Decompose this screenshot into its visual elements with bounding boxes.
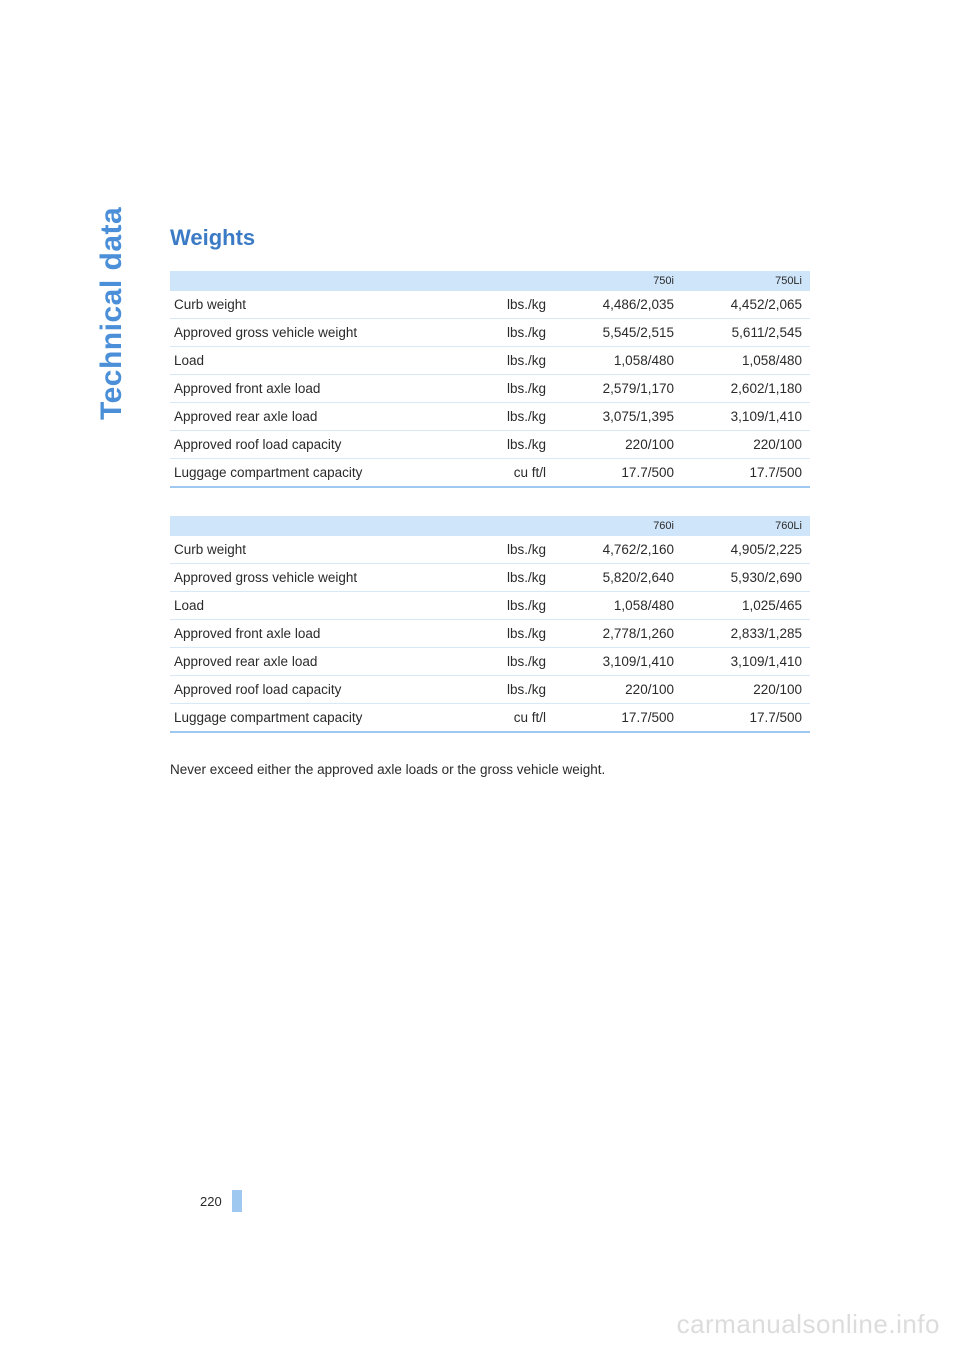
header-blank <box>170 516 471 536</box>
row-value: 3,109/1,410 <box>682 403 810 431</box>
page-marker-icon <box>232 1190 242 1212</box>
row-unit: lbs./kg <box>471 676 554 704</box>
section-title: Weights <box>170 225 810 251</box>
row-value: 220/100 <box>554 676 682 704</box>
main-content: Weights 750i 750Li Curb weightlbs./kg4,4… <box>170 225 810 779</box>
row-value: 17.7/500 <box>554 459 682 488</box>
table-row: Luggage compartment capacitycu ft/l17.7/… <box>170 704 810 733</box>
row-unit: lbs./kg <box>471 431 554 459</box>
row-value: 1,058/480 <box>682 347 810 375</box>
watermark: carmanualsonline.info <box>677 1309 940 1340</box>
row-unit: lbs./kg <box>471 536 554 564</box>
header-model: 750Li <box>682 271 810 291</box>
header-model: 760Li <box>682 516 810 536</box>
row-unit: lbs./kg <box>471 648 554 676</box>
row-label: Luggage compartment capacity <box>170 459 471 488</box>
row-value: 4,762/2,160 <box>554 536 682 564</box>
row-value: 2,833/1,285 <box>682 620 810 648</box>
row-value: 4,486/2,035 <box>554 291 682 319</box>
header-blank <box>471 516 554 536</box>
table-row: Approved roof load capacitylbs./kg220/10… <box>170 676 810 704</box>
table-row: Approved gross vehicle weightlbs./kg5,54… <box>170 319 810 347</box>
row-label: Approved gross vehicle weight <box>170 319 471 347</box>
row-unit: lbs./kg <box>471 291 554 319</box>
row-unit: cu ft/l <box>471 459 554 488</box>
row-value: 2,602/1,180 <box>682 375 810 403</box>
row-value: 1,058/480 <box>554 347 682 375</box>
row-unit: cu ft/l <box>471 704 554 733</box>
row-value: 1,058/480 <box>554 592 682 620</box>
row-label: Approved front axle load <box>170 620 471 648</box>
row-label: Approved gross vehicle weight <box>170 564 471 592</box>
page-number: 220 <box>200 1194 222 1209</box>
table-header-row: 760i 760Li <box>170 516 810 536</box>
table-body: Curb weightlbs./kg4,486/2,0354,452/2,065… <box>170 291 810 487</box>
header-model: 750i <box>554 271 682 291</box>
header-blank <box>471 271 554 291</box>
row-value: 5,820/2,640 <box>554 564 682 592</box>
page-number-block: 220 <box>200 1190 242 1212</box>
row-unit: lbs./kg <box>471 564 554 592</box>
table-row: Luggage compartment capacitycu ft/l17.7/… <box>170 459 810 488</box>
row-label: Approved rear axle load <box>170 403 471 431</box>
row-unit: lbs./kg <box>471 319 554 347</box>
table-row: Approved rear axle loadlbs./kg3,109/1,41… <box>170 648 810 676</box>
row-value: 2,579/1,170 <box>554 375 682 403</box>
row-label: Approved roof load capacity <box>170 676 471 704</box>
row-value: 3,075/1,395 <box>554 403 682 431</box>
row-value: 5,611/2,545 <box>682 319 810 347</box>
weights-table-750: 750i 750Li Curb weightlbs./kg4,486/2,035… <box>170 271 810 488</box>
row-label: Luggage compartment capacity <box>170 704 471 733</box>
row-value: 3,109/1,410 <box>682 648 810 676</box>
table-row: Approved rear axle loadlbs./kg3,075/1,39… <box>170 403 810 431</box>
row-value: 5,545/2,515 <box>554 319 682 347</box>
table-body: Curb weightlbs./kg4,762/2,1604,905/2,225… <box>170 536 810 732</box>
row-value: 1,025/465 <box>682 592 810 620</box>
row-unit: lbs./kg <box>471 347 554 375</box>
footnote: Never exceed either the approved axle lo… <box>170 761 810 779</box>
row-label: Load <box>170 592 471 620</box>
row-label: Curb weight <box>170 291 471 319</box>
row-value: 4,905/2,225 <box>682 536 810 564</box>
row-value: 17.7/500 <box>554 704 682 733</box>
table-row: Loadlbs./kg1,058/4801,058/480 <box>170 347 810 375</box>
row-value: 4,452/2,065 <box>682 291 810 319</box>
table-row: Curb weightlbs./kg4,486/2,0354,452/2,065 <box>170 291 810 319</box>
row-label: Approved front axle load <box>170 375 471 403</box>
table-row: Loadlbs./kg1,058/4801,025/465 <box>170 592 810 620</box>
row-label: Load <box>170 347 471 375</box>
table-row: Approved front axle loadlbs./kg2,778/1,2… <box>170 620 810 648</box>
row-value: 220/100 <box>554 431 682 459</box>
table-row: Curb weightlbs./kg4,762/2,1604,905/2,225 <box>170 536 810 564</box>
sidebar-section-label: Technical data <box>95 207 129 420</box>
row-unit: lbs./kg <box>471 620 554 648</box>
table-row: Approved gross vehicle weightlbs./kg5,82… <box>170 564 810 592</box>
weights-table-760: 760i 760Li Curb weightlbs./kg4,762/2,160… <box>170 516 810 733</box>
table-header-row: 750i 750Li <box>170 271 810 291</box>
row-unit: lbs./kg <box>471 375 554 403</box>
row-value: 3,109/1,410 <box>554 648 682 676</box>
table-row: Approved front axle loadlbs./kg2,579/1,1… <box>170 375 810 403</box>
row-unit: lbs./kg <box>471 592 554 620</box>
row-value: 5,930/2,690 <box>682 564 810 592</box>
row-value: 17.7/500 <box>682 704 810 733</box>
header-model: 760i <box>554 516 682 536</box>
row-unit: lbs./kg <box>471 403 554 431</box>
row-label: Curb weight <box>170 536 471 564</box>
header-blank <box>170 271 471 291</box>
row-value: 220/100 <box>682 676 810 704</box>
row-label: Approved rear axle load <box>170 648 471 676</box>
row-value: 220/100 <box>682 431 810 459</box>
row-value: 17.7/500 <box>682 459 810 488</box>
row-value: 2,778/1,260 <box>554 620 682 648</box>
table-row: Approved roof load capacitylbs./kg220/10… <box>170 431 810 459</box>
row-label: Approved roof load capacity <box>170 431 471 459</box>
